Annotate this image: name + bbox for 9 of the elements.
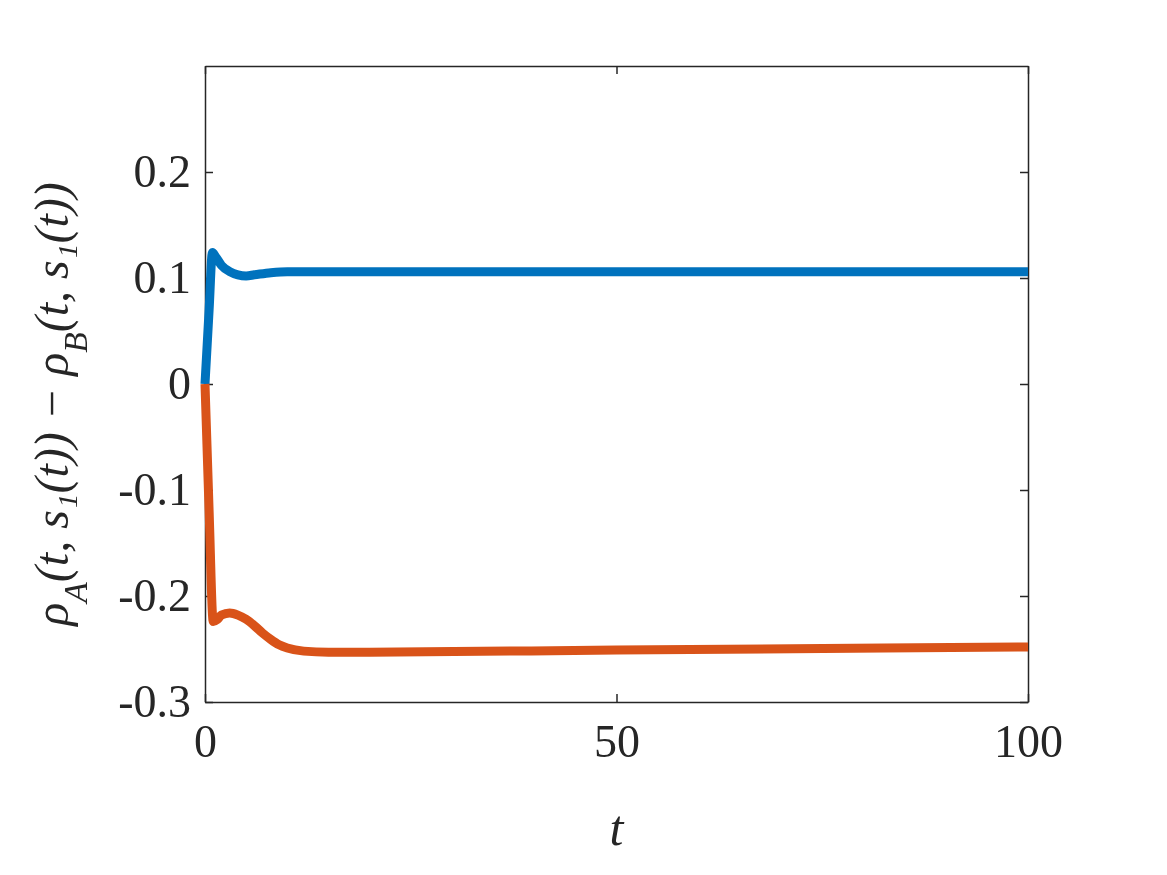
x-tick-label: 50	[594, 716, 640, 768]
x-axis-title: t	[609, 800, 625, 856]
x-tick-label: 100	[994, 716, 1063, 768]
y-tick-label: -0.3	[118, 676, 191, 728]
y-tick-label: 0.1	[133, 252, 191, 304]
y-tick-label: -0.1	[118, 464, 191, 516]
y-tick-label: 0.2	[133, 146, 191, 198]
y-tick-label: -0.2	[118, 570, 191, 622]
y-tick-label: 0	[168, 358, 191, 410]
